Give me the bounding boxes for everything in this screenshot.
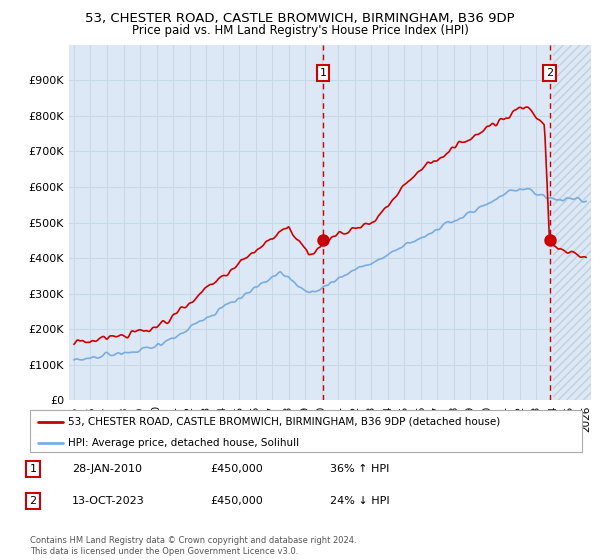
Text: 2: 2 <box>546 68 553 78</box>
Text: 36% ↑ HPI: 36% ↑ HPI <box>330 464 389 474</box>
Text: 53, CHESTER ROAD, CASTLE BROMWICH, BIRMINGHAM, B36 9DP (detached house): 53, CHESTER ROAD, CASTLE BROMWICH, BIRMI… <box>68 417 500 427</box>
Text: 13-OCT-2023: 13-OCT-2023 <box>72 496 145 506</box>
Text: 1: 1 <box>320 68 326 78</box>
Text: 1: 1 <box>29 464 37 474</box>
Text: Contains HM Land Registry data © Crown copyright and database right 2024.
This d: Contains HM Land Registry data © Crown c… <box>30 536 356 556</box>
Text: 28-JAN-2010: 28-JAN-2010 <box>72 464 142 474</box>
Text: Price paid vs. HM Land Registry's House Price Index (HPI): Price paid vs. HM Land Registry's House … <box>131 24 469 36</box>
Text: £450,000: £450,000 <box>210 496 263 506</box>
Text: 53, CHESTER ROAD, CASTLE BROMWICH, BIRMINGHAM, B36 9DP: 53, CHESTER ROAD, CASTLE BROMWICH, BIRMI… <box>85 12 515 25</box>
Text: £450,000: £450,000 <box>210 464 263 474</box>
Text: HPI: Average price, detached house, Solihull: HPI: Average price, detached house, Soli… <box>68 438 299 447</box>
Polygon shape <box>553 45 591 400</box>
Text: 24% ↓ HPI: 24% ↓ HPI <box>330 496 389 506</box>
Text: 2: 2 <box>29 496 37 506</box>
FancyBboxPatch shape <box>30 410 582 452</box>
